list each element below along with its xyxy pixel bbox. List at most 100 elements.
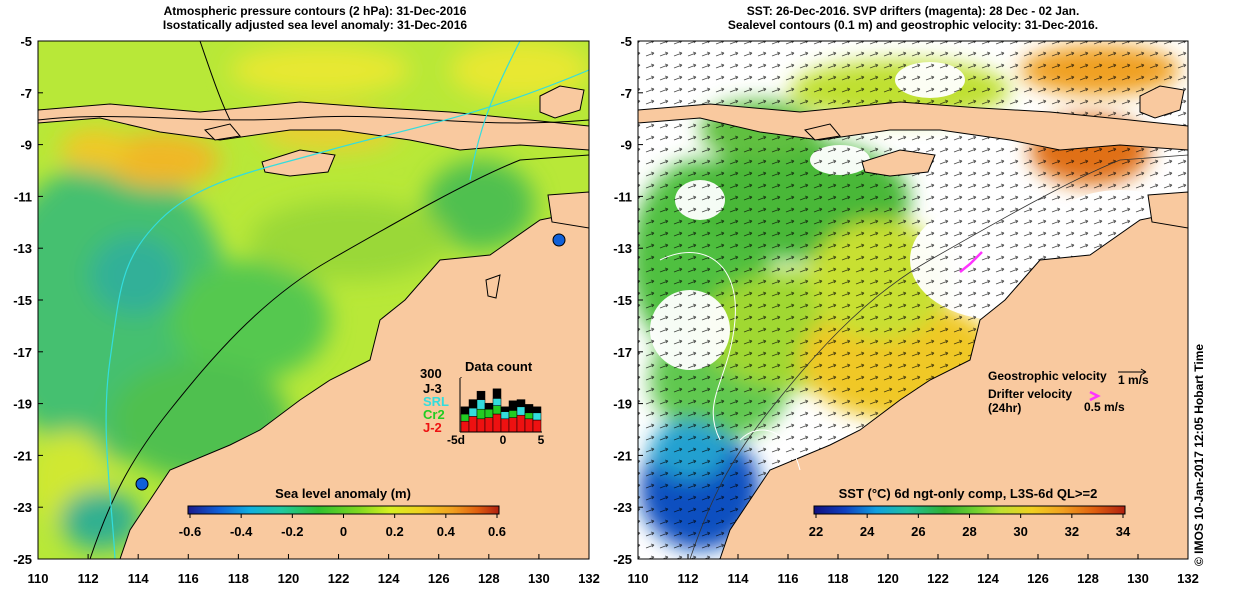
colorbar-tick-label: -0.4 [230, 524, 253, 539]
count-bar-cr2 [460, 413, 470, 422]
count-bar-j3 [516, 399, 526, 408]
sea-level-anomaly-map [38, 41, 589, 559]
count-bar-j2 [532, 419, 542, 433]
drifter-velocity-arrow [1089, 390, 1101, 402]
colorbar-tick-label: 28 [962, 524, 976, 539]
y-tick-label: -11 [14, 189, 32, 204]
x-tick-label: 116 [778, 571, 799, 586]
colorbar-tick-label: 34 [1116, 524, 1131, 539]
x-tick-label: 130 [1127, 571, 1149, 586]
imos-timestamp-label: © IMOS 10-Jan-2017 12:05 Hobart Time [1192, 344, 1206, 566]
y-tick-label: -15 [13, 293, 32, 308]
drifter-velocity-label: Drifter velocity [988, 387, 1072, 401]
count-bar-srl [468, 407, 478, 417]
colorbar-tick-label: -0.6 [179, 524, 201, 539]
satellite-legend-j-2: J-2 [423, 420, 442, 435]
x-tick-label: 116 [178, 571, 199, 586]
count-bar-j2 [508, 417, 518, 433]
left-panel-title: Atmospheric pressure contours (2 hPa): 3… [40, 4, 590, 32]
x-tick-label: 126 [428, 571, 450, 586]
y-tick-label: -23 [13, 500, 32, 515]
x-tick-label: 114 [128, 571, 150, 586]
satellite-legend-srl: SRL [423, 394, 449, 409]
count-bar-j3 [460, 406, 470, 415]
x-tick-label: 110 [28, 571, 49, 586]
data-count-axis-label: 5 [538, 433, 545, 447]
sst-map [638, 41, 1188, 559]
count-bar-j3 [524, 404, 534, 414]
y-tick-label: -21 [13, 448, 32, 463]
right-title-line2: Sealevel contours (0.1 m) and geostrophi… [727, 18, 1099, 32]
x-tick-label: 112 [678, 571, 699, 586]
colorbar-tick-label: 32 [1065, 524, 1079, 539]
right-map-frame [637, 40, 1189, 560]
count-bar-j2 [468, 416, 478, 433]
x-tick-label: 130 [528, 571, 550, 586]
colorbar-tick-label: -0.2 [281, 524, 303, 539]
x-tick-label: 118 [828, 571, 849, 586]
y-tick-label: -7 [20, 86, 32, 101]
count-bar-j2 [524, 418, 534, 433]
count-bar-j2 [476, 418, 486, 433]
left-title-line2: Isostatically adjusted sea level anomaly… [162, 18, 468, 32]
sst-colorbar-label: SST (°C) 6d ngt-only comp, L3S-6d QL>=2 [839, 486, 1098, 501]
y-tick-label: -13 [13, 241, 32, 256]
drifter-tracks [959, 251, 983, 273]
data-count-max-label: 300 [420, 366, 442, 381]
count-bar-srl [532, 412, 542, 421]
x-tick-label: 114 [728, 571, 750, 586]
count-bar-srl [500, 411, 510, 420]
y-tick-label: -25 [13, 552, 32, 567]
right-panel-title: SST: 26-Dec-2016. SVP drifters (magenta)… [638, 4, 1188, 32]
left-axes: 110 112 114 116 118 120 122 124 126 128 130 132 -5 -7… [13, 34, 600, 586]
count-bar-j3 [492, 388, 502, 399]
y-tick-label: -7 [620, 86, 632, 101]
count-bar-j2 [484, 417, 494, 433]
drifter-velocity-scale: 0.5 m/s [1084, 400, 1125, 414]
drifter-velocity-label-24hr: (24hr) [988, 401, 1021, 415]
data-count-axis-label: 0 [500, 433, 507, 447]
count-bar-srl [492, 398, 502, 406]
sla-colorbar-label: Sea level anomaly (m) [275, 486, 411, 501]
count-bar-j3 [500, 406, 510, 412]
colorbar-tick-label: 0.4 [437, 524, 456, 539]
y-tick-label: -5 [20, 34, 32, 49]
left-title-line1: Atmospheric pressure contours (2 hPa): 3… [163, 4, 467, 18]
count-bar-cr2 [476, 408, 486, 420]
sla-colorbar: Sea level anomaly (m) -0.6 -0.4 -0.2 0 0.2 0.… [179, 486, 506, 539]
x-tick-label: 128 [478, 571, 500, 586]
count-bar-j3 [532, 406, 542, 414]
count-bar-cr2 [484, 408, 494, 418]
y-tick-label: -5 [620, 34, 632, 49]
count-bar-j2 [492, 413, 502, 433]
x-tick-label: 128 [1077, 571, 1099, 586]
count-bar-srl [516, 406, 526, 416]
velocity-legend: Geostrophic velocity 1 m/s Drifter veloc… [988, 368, 1149, 415]
right-axes: 110 112 114 116 118 120 122 124 126 128 130 132 -5 -7… [613, 34, 1199, 586]
left-map-panel: 110 112 114 116 118 120 122 124 126 128 130 132 -5 -7… [13, 34, 600, 586]
satellite-legend-cr2: Cr2 [423, 407, 445, 422]
y-tick-label: -19 [13, 397, 32, 412]
count-bar-j3 [484, 402, 494, 410]
x-tick-label: 124 [977, 571, 999, 586]
y-tick-label: -9 [20, 138, 32, 153]
colorbar-tick-label: 30 [1013, 524, 1027, 539]
x-tick-label: 122 [927, 571, 949, 586]
x-tick-label: 120 [877, 571, 899, 586]
data-count-axis-label: -5d [447, 433, 465, 447]
y-tick-label: -17 [13, 345, 32, 360]
count-bar-j2 [516, 414, 526, 433]
x-tick-label: 132 [578, 571, 600, 586]
colorbar-tick-label: 22 [809, 524, 823, 539]
count-bar-j2 [460, 420, 470, 433]
colorbar-tick-label: 0.2 [386, 524, 404, 539]
geo-velocity-scale: 1 m/s [1118, 373, 1149, 387]
x-tick-label: 118 [228, 571, 249, 586]
count-bar-j3 [468, 399, 478, 409]
satellite-legend-j-3: J-3 [423, 381, 442, 396]
count-bar-srl [476, 399, 486, 410]
x-tick-label: 120 [278, 571, 300, 586]
colorbar-tick-label: 0 [340, 524, 347, 539]
x-tick-label: 132 [1177, 571, 1199, 586]
